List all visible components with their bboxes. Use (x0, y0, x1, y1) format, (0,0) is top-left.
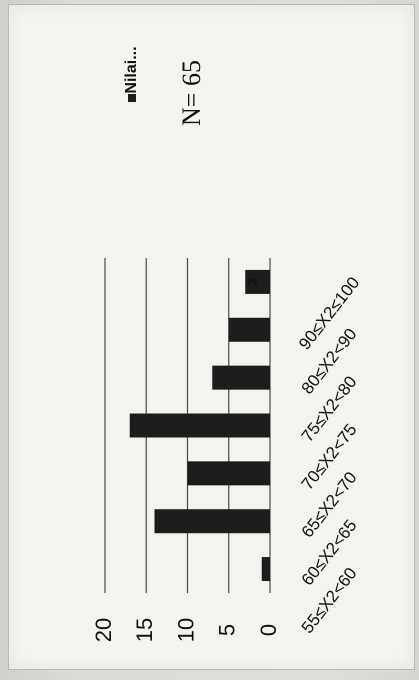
tick-label: 5 (215, 624, 240, 636)
legend-label: Nilai... (123, 46, 140, 93)
data-labels: 3 (244, 278, 260, 286)
bar (187, 461, 270, 486)
bar (154, 509, 270, 534)
sample-size-annotation: N= 65 (177, 60, 206, 126)
tick-label: 10 (173, 618, 198, 642)
annotation: N= 65 (177, 60, 206, 126)
tick-label: 15 (132, 618, 157, 642)
bars (129, 269, 270, 582)
tick-label: 0 (256, 624, 281, 636)
category-labels: 55≤X2<6060≤X2<6565≤X2<7070≤X2<7575≤X2<80… (295, 273, 363, 637)
bar (245, 269, 270, 294)
bar (261, 557, 270, 582)
bar (228, 317, 270, 342)
paper-sheet (8, 4, 415, 670)
tick-label: 20 (91, 618, 116, 642)
legend-swatch (128, 94, 136, 102)
data-label: 3 (244, 278, 260, 286)
bar (129, 413, 270, 438)
tick-labels: 0 5 10 15 20 (91, 618, 281, 642)
legend: Nilai... (123, 46, 140, 102)
bar (212, 365, 270, 390)
